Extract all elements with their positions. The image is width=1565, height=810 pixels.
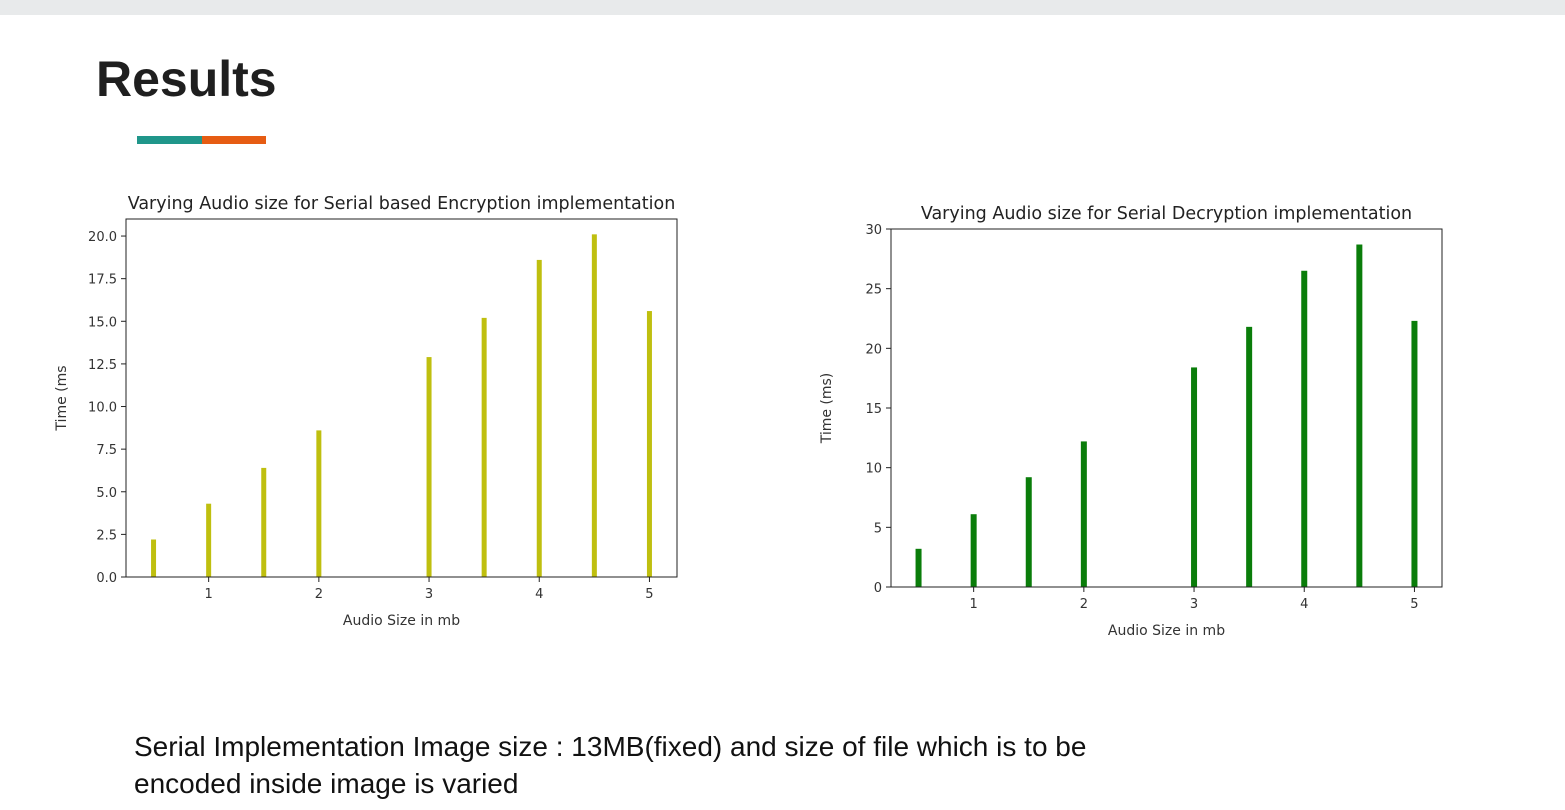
x-tick-label: 1	[205, 587, 213, 602]
bar	[591, 234, 597, 578]
bar	[481, 317, 487, 577]
bar	[151, 539, 157, 577]
y-tick-label: 7.5	[96, 443, 117, 458]
y-tick-label: 0.0	[96, 571, 117, 586]
y-tick-label: 5.0	[96, 486, 117, 501]
x-tick-label: 2	[315, 587, 323, 602]
y-tick-label: 17.5	[88, 273, 117, 288]
caption-line-1: Serial Implementation Image size : 13MB(…	[134, 731, 1087, 762]
y-tick-label: 10.0	[88, 401, 117, 416]
y-tick-label: 15.0	[88, 315, 117, 330]
bar	[426, 357, 432, 577]
x-tick-label: 5	[645, 587, 653, 602]
y-tick-label: 20.0	[88, 230, 117, 245]
title-accent-orange	[202, 136, 266, 144]
bar	[261, 467, 267, 577]
x-axis-label: Audio Size in mb	[343, 613, 460, 629]
bar	[536, 259, 542, 577]
y-tick-label: 2.5	[96, 528, 117, 543]
slide-caption: Serial Implementation Image size : 13MB(…	[134, 728, 1234, 802]
title-accent-teal	[137, 136, 202, 144]
y-axis-label: Time (ms	[54, 365, 70, 431]
slide-title: Results	[96, 51, 277, 107]
bar	[206, 503, 212, 577]
caption-line-2: encoded inside image is varied	[134, 768, 519, 799]
y-tick-label: 12.5	[88, 358, 117, 373]
x-tick-label: 4	[535, 587, 543, 602]
chart-title: Varying Audio size for Serial based Encr…	[128, 194, 676, 214]
plot-frame	[125, 218, 678, 578]
x-tick-label: 3	[425, 587, 433, 602]
top-toolbar-strip	[0, 0, 1565, 15]
bar	[316, 430, 322, 577]
bar	[646, 311, 652, 577]
